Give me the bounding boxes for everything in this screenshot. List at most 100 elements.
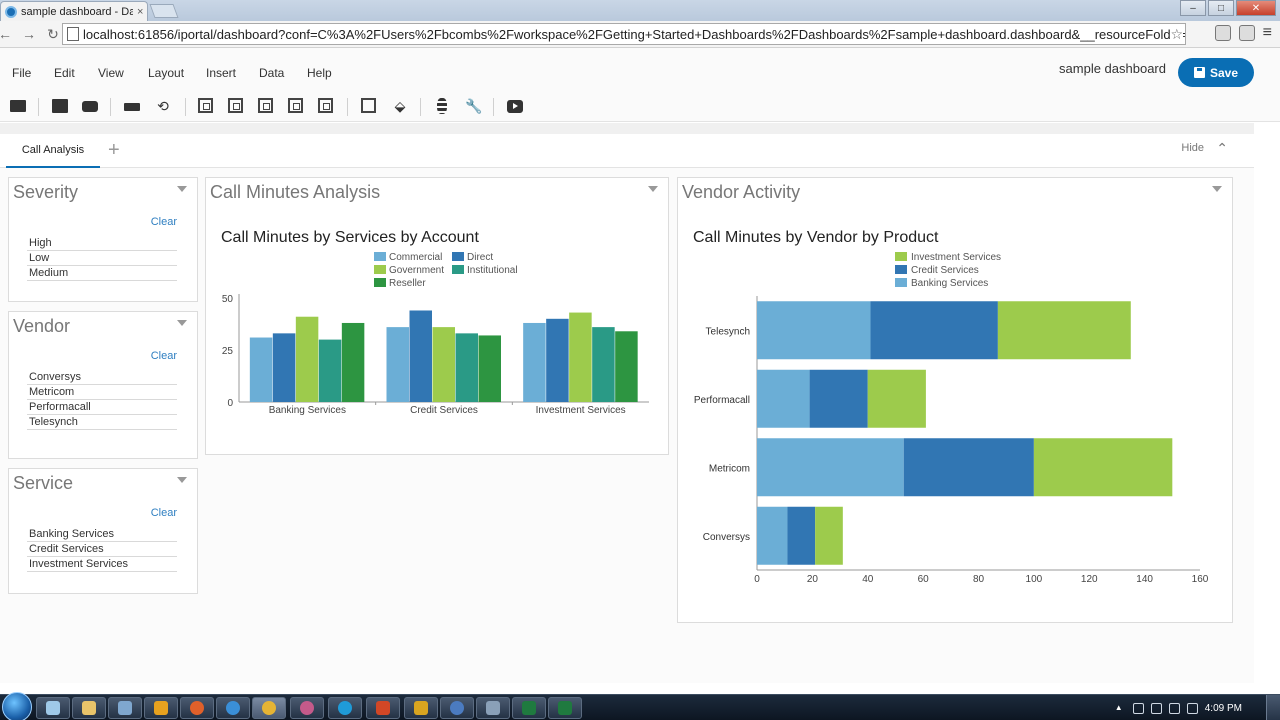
taskbar-app[interactable]: [548, 697, 582, 719]
database-icon[interactable]: [437, 98, 447, 114]
list-item[interactable]: Metricom: [27, 385, 177, 400]
refresh-icon[interactable]: ⟲: [157, 98, 169, 114]
skype-icon: [338, 701, 352, 715]
legend-label: Government: [389, 265, 444, 276]
menu-edit[interactable]: Edit: [54, 66, 75, 80]
table-gadget-icon[interactable]: [228, 98, 243, 113]
app-menu-bar: File Edit View Layout Insert Data Help s…: [0, 48, 1280, 92]
list-item[interactable]: Conversys: [27, 370, 177, 385]
add-data-icon[interactable]: [124, 103, 140, 111]
bar: [546, 318, 569, 402]
taskbar-app[interactable]: [180, 697, 214, 719]
html-gadget-icon[interactable]: [318, 98, 333, 113]
clear-link[interactable]: Clear: [150, 216, 177, 228]
taskbar-app-active[interactable]: [252, 697, 286, 719]
close-window-button[interactable]: ✕: [1236, 0, 1276, 16]
reload-icon[interactable]: ↻: [47, 25, 59, 42]
list-item[interactable]: Telesynch: [27, 415, 177, 430]
menu-view[interactable]: View: [98, 66, 124, 80]
taskbar-app[interactable]: [328, 697, 362, 719]
menu-help[interactable]: Help: [307, 66, 332, 80]
clear-link[interactable]: Clear: [150, 350, 177, 362]
menu-insert[interactable]: Insert: [206, 66, 237, 80]
start-button[interactable]: [2, 692, 32, 720]
wrench-icon[interactable]: 🔧: [465, 98, 483, 114]
chevron-down-icon[interactable]: [177, 186, 187, 192]
bar-segment: [809, 369, 868, 428]
clear-link[interactable]: Clear: [150, 507, 177, 519]
add-tab-icon[interactable]: +: [108, 139, 120, 161]
browser-tab[interactable]: sample dashboard - Dash ×: [0, 1, 148, 21]
menu-data[interactable]: Data: [259, 66, 285, 80]
forward-icon[interactable]: →: [22, 26, 36, 42]
show-desktop-button[interactable]: [1266, 695, 1280, 720]
maximize-button[interactable]: □: [1208, 0, 1234, 16]
tray-expand-icon[interactable]: ▲: [1114, 702, 1123, 712]
list-item[interactable]: Credit Services: [27, 542, 177, 557]
list-item[interactable]: Medium: [27, 266, 177, 281]
volume-icon[interactable]: [1186, 702, 1198, 714]
taskbar-app[interactable]: [440, 697, 474, 719]
bar: [249, 337, 273, 402]
list-item[interactable]: Low: [27, 251, 177, 266]
save-button-label: Save: [1209, 65, 1239, 80]
open-folder-icon[interactable]: [10, 100, 26, 112]
hide-button[interactable]: Hide: [1181, 142, 1204, 154]
report-icon[interactable]: [361, 98, 376, 113]
image-gadget-icon[interactable]: [258, 98, 273, 113]
taskbar-app[interactable]: [72, 697, 106, 719]
save-icon[interactable]: [52, 99, 68, 113]
bar-chart-gadget-icon[interactable]: [198, 98, 213, 113]
minimize-button[interactable]: –: [1180, 0, 1206, 16]
chevron-down-icon[interactable]: [648, 186, 658, 192]
list-item[interactable]: Investment Services: [27, 557, 177, 572]
chevron-down-icon[interactable]: [177, 320, 187, 326]
text-gadget-icon[interactable]: [288, 98, 303, 113]
chevron-down-icon[interactable]: [1212, 186, 1222, 192]
menu-layout[interactable]: Layout: [148, 66, 185, 80]
taskbar-app[interactable]: [36, 697, 70, 719]
tab-close-icon[interactable]: ×: [137, 5, 144, 18]
bar-segment: [903, 438, 1034, 497]
bar-segment: [757, 369, 810, 428]
browser-menu-icon[interactable]: ≡: [1262, 24, 1272, 41]
app-icon: [118, 701, 132, 715]
taskbar-app[interactable]: [290, 697, 324, 719]
page-icon: [67, 27, 79, 41]
vendor-filter-widget: Vendor Clear Conversys Metricom Performa…: [8, 311, 198, 459]
chevron-down-icon[interactable]: [177, 477, 187, 483]
menu-file[interactable]: File: [12, 66, 32, 80]
chevron-up-icon[interactable]: ⌃: [1216, 140, 1228, 156]
extension-icon[interactable]: [1214, 25, 1231, 41]
vendor-activity-widget: Vendor Activity Call Minutes by Vendor b…: [677, 177, 1233, 623]
url-input[interactable]: localhost:61856/iportal/dashboard?conf=C…: [62, 23, 1186, 45]
grouped-bar-chart: Commercial Direct Government Institutional R…: [222, 252, 649, 416]
dashboard-tab-bar: Call Analysis + Hide ⌃: [0, 134, 1254, 168]
taskbar-app[interactable]: [216, 697, 250, 719]
taskbar-app[interactable]: [512, 697, 546, 719]
list-item[interactable]: High: [27, 236, 177, 251]
bar-segment: [757, 438, 904, 497]
flag-icon[interactable]: [1168, 702, 1180, 714]
tab-call-analysis[interactable]: Call Analysis: [6, 134, 100, 168]
list-item[interactable]: Performacall: [27, 400, 177, 415]
taskbar-app[interactable]: [108, 697, 142, 719]
taskbar-app[interactable]: [366, 697, 400, 719]
extension-icon[interactable]: [1238, 25, 1255, 41]
taskbar-app[interactable]: [144, 697, 178, 719]
firefox-icon: [190, 701, 204, 715]
bookmark-star-icon[interactable]: ☆: [1170, 26, 1183, 43]
new-tab-button[interactable]: [149, 4, 179, 18]
tag-icon[interactable]: ⬙: [394, 98, 406, 114]
list-item[interactable]: Banking Services: [27, 527, 177, 542]
taskbar-app[interactable]: [404, 697, 438, 719]
taskbar-app[interactable]: [476, 697, 510, 719]
back-icon[interactable]: ←: [0, 26, 12, 42]
tray-icon[interactable]: [1132, 702, 1144, 714]
video-icon[interactable]: [507, 100, 523, 113]
print-icon[interactable]: [82, 101, 98, 112]
x-tick-label: 0: [754, 574, 760, 585]
save-button[interactable]: Save: [1178, 58, 1254, 87]
network-icon[interactable]: [1150, 702, 1162, 714]
app-icon: [46, 701, 60, 715]
